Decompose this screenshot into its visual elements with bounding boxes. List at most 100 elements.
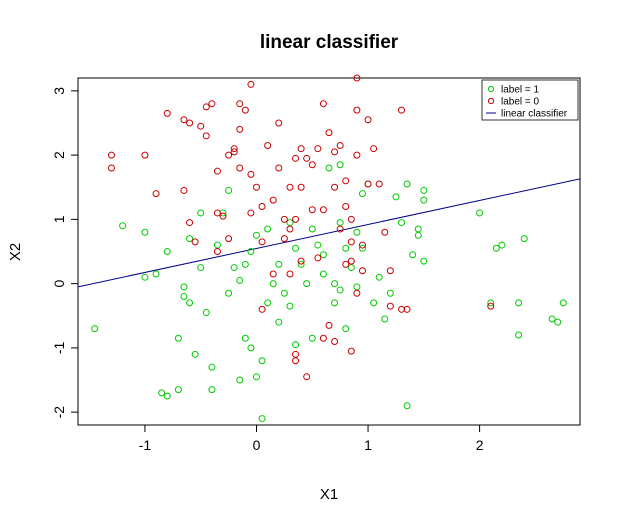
y-axis-label: X2	[7, 243, 24, 261]
point-label-1	[225, 186, 233, 194]
point-label-1	[241, 260, 249, 268]
point-label-0	[247, 170, 255, 178]
point-label-0	[252, 183, 260, 191]
point-label-0	[381, 228, 389, 236]
point-label-0	[269, 196, 277, 204]
point-label-0	[386, 267, 394, 275]
point-label-1	[548, 315, 556, 323]
point-label-1	[386, 289, 394, 297]
point-label-0	[358, 241, 366, 249]
point-label-0	[264, 141, 272, 149]
point-label-1	[498, 241, 506, 249]
point-label-1	[191, 350, 199, 358]
legend-marker-label0	[487, 97, 495, 105]
point-label-0	[398, 106, 406, 114]
point-label-0	[347, 238, 355, 246]
point-label-1	[174, 334, 182, 342]
x-tick-label: 1	[364, 437, 372, 453]
point-label-0	[225, 235, 233, 243]
point-label-1	[202, 309, 210, 317]
point-label-1	[186, 235, 194, 243]
point-label-1	[353, 283, 361, 291]
point-label-1	[403, 180, 411, 188]
point-label-1	[420, 196, 428, 204]
point-label-0	[213, 209, 221, 217]
point-label-0	[353, 289, 361, 297]
point-label-0	[258, 305, 266, 313]
point-label-0	[319, 206, 327, 214]
point-label-0	[308, 206, 316, 214]
point-label-1	[336, 219, 344, 227]
point-label-0	[370, 145, 378, 153]
point-label-0	[236, 100, 244, 108]
point-label-0	[247, 209, 255, 217]
point-label-1	[381, 315, 389, 323]
point-label-1	[152, 270, 160, 278]
point-label-1	[275, 260, 283, 268]
point-label-0	[269, 270, 277, 278]
point-label-0	[236, 125, 244, 133]
point-label-0	[258, 238, 266, 246]
point-label-1	[180, 292, 188, 300]
point-label-0	[191, 238, 199, 246]
point-label-0	[347, 215, 355, 223]
point-label-0	[280, 215, 288, 223]
point-label-0	[308, 161, 316, 169]
point-label-0	[314, 254, 322, 262]
point-label-1	[208, 363, 216, 371]
point-label-0	[225, 151, 233, 159]
point-label-0	[292, 154, 300, 162]
point-label-0	[342, 203, 350, 211]
point-label-1	[308, 334, 316, 342]
point-label-0	[364, 180, 372, 188]
point-label-0	[236, 164, 244, 172]
point-label-1	[186, 299, 194, 307]
point-label-0	[275, 119, 283, 127]
point-label-0	[314, 145, 322, 153]
point-label-1	[331, 299, 339, 307]
point-label-0	[202, 103, 210, 111]
point-label-1	[403, 402, 411, 410]
point-label-0	[342, 260, 350, 268]
point-label-0	[347, 257, 355, 265]
point-label-0	[347, 347, 355, 355]
y-tick-label: 3	[51, 87, 67, 95]
point-label-1	[286, 219, 294, 227]
point-label-0	[292, 215, 300, 223]
points-layer	[91, 74, 567, 423]
point-label-1	[515, 331, 523, 339]
point-label-1	[492, 244, 500, 252]
point-label-1	[370, 299, 378, 307]
x-tick-label: 0	[253, 437, 261, 453]
point-label-1	[225, 289, 233, 297]
point-label-0	[247, 80, 255, 88]
point-label-1	[292, 341, 300, 349]
point-label-1	[358, 244, 366, 252]
point-label-1	[414, 231, 422, 239]
y-tick-label: 0	[51, 280, 67, 288]
point-label-1	[163, 392, 171, 400]
x-tick-label: -1	[139, 437, 152, 453]
point-label-1	[520, 235, 528, 243]
y-tick-label: -2	[51, 406, 67, 419]
point-label-1	[180, 283, 188, 291]
point-label-1	[342, 325, 350, 333]
x-tick-label: 2	[476, 437, 484, 453]
point-label-1	[252, 231, 260, 239]
point-label-1	[325, 164, 333, 172]
y-tick-label: 2	[51, 151, 67, 159]
point-label-1	[252, 373, 260, 381]
point-label-1	[420, 257, 428, 265]
classifier-line	[78, 178, 580, 288]
point-label-1	[119, 222, 127, 230]
classifier-line-layer	[78, 178, 580, 288]
point-label-1	[342, 244, 350, 252]
point-label-1	[213, 241, 221, 249]
point-label-0	[186, 219, 194, 227]
point-label-0	[325, 321, 333, 329]
point-label-1	[241, 334, 249, 342]
point-label-1	[236, 376, 244, 384]
point-label-1	[264, 225, 272, 233]
point-label-0	[275, 164, 283, 172]
